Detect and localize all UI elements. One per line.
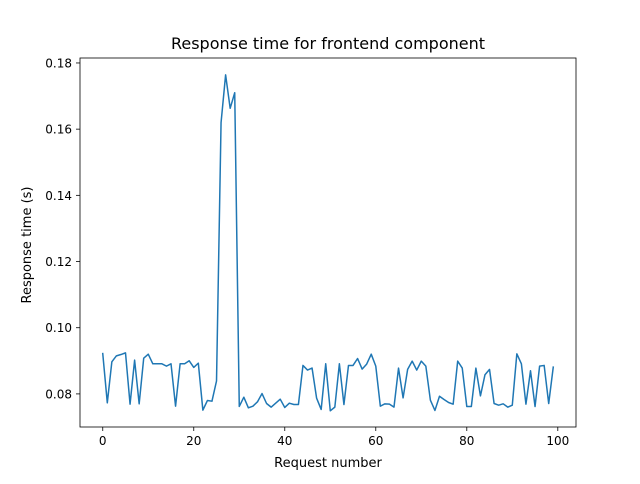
x-tick-label: 0 — [99, 434, 107, 448]
x-tick-label: 80 — [459, 434, 474, 448]
y-tick-label: 0.12 — [45, 255, 72, 269]
y-tick-label: 0.14 — [45, 189, 72, 203]
x-axis-label: Request number — [274, 456, 382, 471]
chart-title: Response time for frontend component — [171, 34, 485, 53]
y-tick-label: 0.10 — [45, 321, 72, 335]
y-tick-label: 0.08 — [45, 387, 72, 401]
axes-frame — [79, 57, 577, 428]
x-tick-label: 100 — [546, 434, 569, 448]
x-tick-label: 40 — [277, 434, 292, 448]
y-axis-label: Response time (s) — [20, 187, 35, 304]
y-tick-label: 0.16 — [45, 123, 72, 137]
x-tick-label: 60 — [368, 434, 383, 448]
data-series-line-frontend — [101, 74, 555, 412]
plot-area: 0 20 40 60 80 100 0.08 0.10 0.12 0.14 0.16 0.18 — [45, 56, 577, 448]
x-tick-label: 20 — [186, 434, 201, 448]
y-tick-label: 0.18 — [45, 56, 72, 70]
